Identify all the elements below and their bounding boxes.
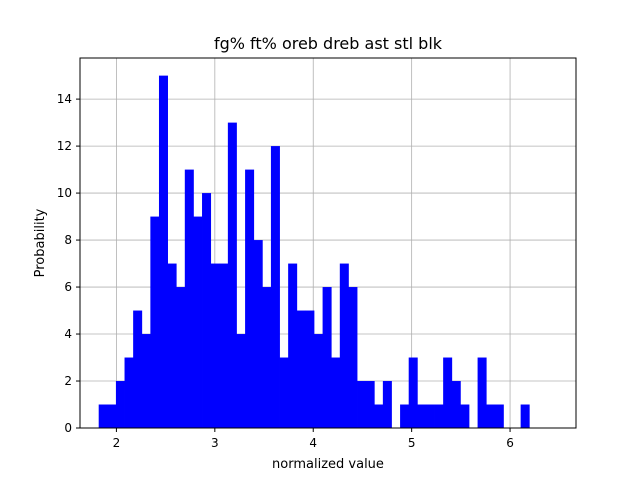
histogram-bar	[227, 122, 237, 428]
histogram-bar	[313, 334, 323, 428]
histogram-bar	[374, 404, 384, 428]
histogram-bar	[443, 357, 453, 428]
histogram-bar	[357, 381, 367, 428]
histogram-bar	[451, 381, 461, 428]
x-tick-label: 2	[113, 436, 121, 450]
x-tick-label: 6	[506, 436, 514, 450]
histogram-bar	[279, 357, 289, 428]
y-tick-label: 6	[64, 280, 72, 294]
histogram-bar	[193, 216, 203, 428]
histogram-bar	[296, 310, 306, 428]
histogram-bar	[425, 404, 435, 428]
histogram-bar	[167, 263, 177, 428]
y-tick-label: 14	[57, 92, 72, 106]
y-tick-label: 4	[64, 327, 72, 341]
x-tick-label: 5	[408, 436, 416, 450]
histogram-bar	[365, 381, 375, 428]
histogram-bar	[219, 263, 229, 428]
histogram-bar	[133, 310, 143, 428]
histogram-bar	[339, 263, 349, 428]
histogram-bar	[460, 404, 470, 428]
histogram-bar	[150, 216, 160, 428]
histogram-bar	[348, 287, 358, 428]
histogram-bar	[408, 357, 418, 428]
histogram-bar	[176, 287, 186, 428]
histogram-bar	[477, 357, 487, 428]
histogram-bar	[158, 75, 168, 428]
histogram-bar	[262, 287, 272, 428]
chart-title: fg% ft% oreb dreb ast stl blk	[214, 34, 443, 53]
histogram-bar	[253, 240, 263, 428]
histogram-bars	[98, 75, 530, 429]
histogram-bar	[124, 357, 134, 428]
histogram-bar	[434, 404, 444, 428]
histogram-bar	[322, 287, 332, 428]
histogram-bar	[210, 263, 220, 428]
y-tick-label: 8	[64, 233, 72, 247]
histogram-bar	[245, 169, 255, 429]
histogram-bar	[141, 334, 151, 428]
y-axis-label: Probability	[33, 208, 48, 277]
histogram-bar	[331, 357, 341, 428]
x-axis-label: normalized value	[272, 457, 384, 472]
histogram-bar	[115, 381, 125, 428]
histogram-bar	[520, 404, 530, 428]
histogram-bar	[270, 146, 280, 428]
y-tick-label: 12	[57, 139, 72, 153]
histogram-bar	[288, 263, 298, 428]
histogram-bar	[417, 404, 427, 428]
x-tick-label: 3	[211, 436, 219, 450]
histogram-bar	[98, 404, 108, 428]
histogram-bar	[305, 310, 315, 428]
y-tick-label: 2	[64, 374, 72, 388]
plot-frame	[79, 57, 577, 429]
y-tick-label: 10	[57, 186, 72, 200]
histogram-bar	[400, 404, 410, 428]
y-tick-label: 0	[64, 421, 72, 435]
histogram-bar	[184, 169, 194, 429]
x-axis-ticks: 2 3 4 5 6	[113, 428, 514, 450]
histogram-bar	[107, 404, 117, 428]
y-axis-ticks: 0 2 4 6 8 10 12 14	[57, 92, 80, 435]
histogram-bar	[236, 334, 246, 428]
x-tick-label: 4	[309, 436, 317, 450]
histogram-bar	[486, 404, 496, 428]
histogram-bar	[202, 193, 212, 428]
histogram-bar	[494, 404, 504, 428]
histogram-bar	[382, 381, 392, 428]
